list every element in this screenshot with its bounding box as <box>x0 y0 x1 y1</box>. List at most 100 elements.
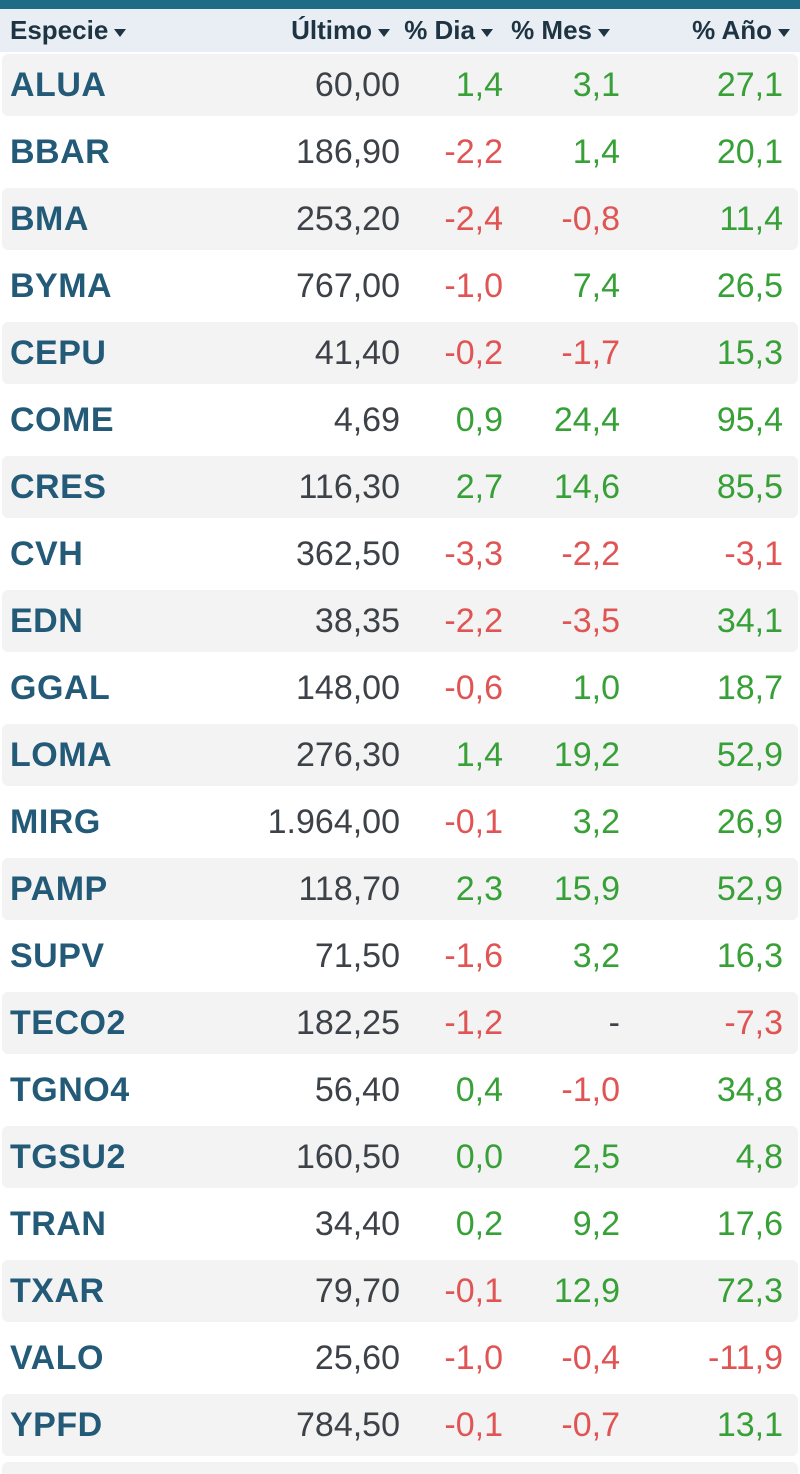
month-change-cell: 24,4 <box>553 401 620 439</box>
year-change-cell: 85,5 <box>716 468 783 506</box>
table-row[interactable]: GGAL 148,00 -0,6 1,0 18,7 <box>0 655 800 722</box>
month-change-cell: -0,7 <box>561 1406 620 1444</box>
sort-arrow-icon <box>598 28 610 37</box>
day-change-cell: -1,6 <box>444 937 503 975</box>
month-change-cell: 2,5 <box>572 1138 620 1176</box>
month-change-cell: 19,2 <box>553 736 620 774</box>
month-change-cell: 14,6 <box>553 468 620 506</box>
table-row[interactable]: TGNO4 56,40 0,4 -1,0 34,8 <box>0 1057 800 1124</box>
day-change-cell: 0,4 <box>455 1071 503 1109</box>
ticker-cell[interactable]: VALO <box>10 1339 104 1377</box>
year-change-cell: 18,7 <box>716 669 783 707</box>
last-price-cell: 784,50 <box>296 1406 400 1444</box>
table-row[interactable]: YPFD 784,50 -0,1 -0,7 13,1 <box>0 1392 800 1459</box>
header-ultimo-label: Último <box>291 15 372 45</box>
year-change-cell: 72,3 <box>716 1272 783 1310</box>
month-change-cell: -3,5 <box>561 602 620 640</box>
last-price-cell: 276,30 <box>296 736 400 774</box>
header-mes[interactable]: % Mes <box>503 15 620 46</box>
month-change-cell: - <box>608 1004 620 1042</box>
table-row[interactable]: TRAN 34,40 0,2 9,2 17,6 <box>0 1191 800 1258</box>
last-price-cell: 362,50 <box>296 535 400 573</box>
ticker-cell[interactable]: SUPV <box>10 937 105 975</box>
month-change-cell: 7,4 <box>572 267 620 305</box>
table-row[interactable]: EDN 38,35 -2,2 -3,5 34,1 <box>0 588 800 655</box>
day-change-cell: 1,4 <box>455 736 503 774</box>
top-accent-bar <box>0 0 800 9</box>
header-ultimo[interactable]: Último <box>250 15 400 46</box>
header-especie-label: Especie <box>10 15 109 45</box>
header-dia[interactable]: % Dia <box>400 15 503 46</box>
table-row[interactable]: TECO2 182,25 -1,2 - -7,3 <box>0 990 800 1057</box>
ticker-cell[interactable]: TGSU2 <box>10 1138 126 1176</box>
last-price-cell: 71,50 <box>314 937 400 975</box>
table-row[interactable]: BMA 253,20 -2,4 -0,8 11,4 <box>0 186 800 253</box>
ticker-cell[interactable]: BBAR <box>10 133 111 171</box>
ticker-cell[interactable]: ALUA <box>10 66 107 104</box>
ticker-cell[interactable]: TXAR <box>10 1272 105 1310</box>
ticker-cell[interactable]: CEPU <box>10 334 107 372</box>
table-row[interactable]: COME 4,69 0,9 24,4 95,4 <box>0 387 800 454</box>
day-change-cell: -0,6 <box>444 669 503 707</box>
table-row[interactable]: VALO 25,60 -1,0 -0,4 -11,9 <box>0 1325 800 1392</box>
table-row[interactable]: CRES 116,30 2,7 14,6 85,5 <box>0 454 800 521</box>
ticker-cell[interactable]: GGAL <box>10 669 111 707</box>
header-ano[interactable]: % Año <box>620 15 800 46</box>
ticker-cell[interactable]: TGNO4 <box>10 1071 130 1109</box>
day-change-cell: -1,2 <box>444 1004 503 1042</box>
ticker-cell[interactable]: COME <box>10 401 114 439</box>
year-change-cell: 11,4 <box>719 200 783 238</box>
ticker-cell[interactable]: EDN <box>10 602 84 640</box>
month-change-cell: -2,2 <box>561 535 620 573</box>
table-row[interactable]: BYMA 767,00 -1,0 7,4 26,5 <box>0 253 800 320</box>
sort-arrow-icon <box>378 28 390 37</box>
table-header: Especie Último % Dia % Mes % Año <box>0 9 800 52</box>
ticker-cell[interactable]: BMA <box>10 200 89 238</box>
day-change-cell: -2,4 <box>444 200 503 238</box>
last-price-cell: 148,00 <box>296 669 400 707</box>
table-row[interactable]: ALUA 60,00 1,4 3,1 27,1 <box>0 52 800 119</box>
ticker-cell[interactable]: CVH <box>10 535 84 573</box>
table-row[interactable]: CVH 362,50 -3,3 -2,2 -3,1 <box>0 521 800 588</box>
month-change-cell: 3,1 <box>572 66 620 104</box>
table-row[interactable]: SUPV 71,50 -1,6 3,2 16,3 <box>0 923 800 990</box>
ticker-cell[interactable]: PAMP <box>10 870 108 908</box>
year-change-cell: 26,9 <box>716 803 783 841</box>
ticker-cell[interactable]: YPFD <box>10 1406 103 1444</box>
ticker-cell[interactable]: BYMA <box>10 267 113 305</box>
day-change-cell: -3,3 <box>444 535 503 573</box>
day-change-cell: -0,1 <box>444 803 503 841</box>
last-price-cell: 79,70 <box>314 1272 400 1310</box>
last-price-cell: 41,40 <box>314 334 400 372</box>
table-row[interactable]: TGSU2 160,50 0,0 2,5 4,8 <box>0 1124 800 1191</box>
day-change-cell: 0,2 <box>455 1205 503 1243</box>
ticker-cell[interactable]: CRES <box>10 468 107 506</box>
day-change-cell: 2,3 <box>455 870 503 908</box>
table-row[interactable]: MIRG 1.964,00 -0,1 3,2 26,9 <box>0 789 800 856</box>
ticker-cell[interactable]: TRAN <box>10 1205 107 1243</box>
ticker-cell[interactable]: MIRG <box>10 803 101 841</box>
day-change-cell: -2,2 <box>444 133 503 171</box>
table-row[interactable]: CEPU 41,40 -0,2 -1,7 15,3 <box>0 320 800 387</box>
table-row[interactable]: BBAR 186,90 -2,2 1,4 20,1 <box>0 119 800 186</box>
last-price-cell: 1.964,00 <box>267 803 400 841</box>
table-row[interactable]: TXAR 79,70 -0,1 12,9 72,3 <box>0 1258 800 1325</box>
day-change-cell: -0,1 <box>444 1272 503 1310</box>
year-change-cell: 17,6 <box>716 1205 783 1243</box>
ticker-cell[interactable]: TECO2 <box>10 1004 126 1042</box>
table-row[interactable]: PAMP 118,70 2,3 15,9 52,9 <box>0 856 800 923</box>
month-change-cell: 3,2 <box>572 803 620 841</box>
header-especie[interactable]: Especie <box>0 15 250 46</box>
year-change-cell: 20,1 <box>716 133 783 171</box>
year-change-cell: 13,1 <box>716 1406 783 1444</box>
table-row[interactable]: LOMA 276,30 1,4 19,2 52,9 <box>0 722 800 789</box>
day-change-cell: -1,0 <box>444 1339 503 1377</box>
quotes-table-body: ALUA 60,00 1,4 3,1 27,1 BBAR 186,90 -2,2… <box>0 52 800 1459</box>
month-change-cell: -1,7 <box>561 334 620 372</box>
sort-arrow-icon <box>114 28 127 37</box>
month-change-cell: 9,2 <box>572 1205 620 1243</box>
day-change-cell: 2,7 <box>455 468 503 506</box>
last-price-cell: 60,00 <box>314 66 400 104</box>
ticker-cell[interactable]: LOMA <box>10 736 113 774</box>
